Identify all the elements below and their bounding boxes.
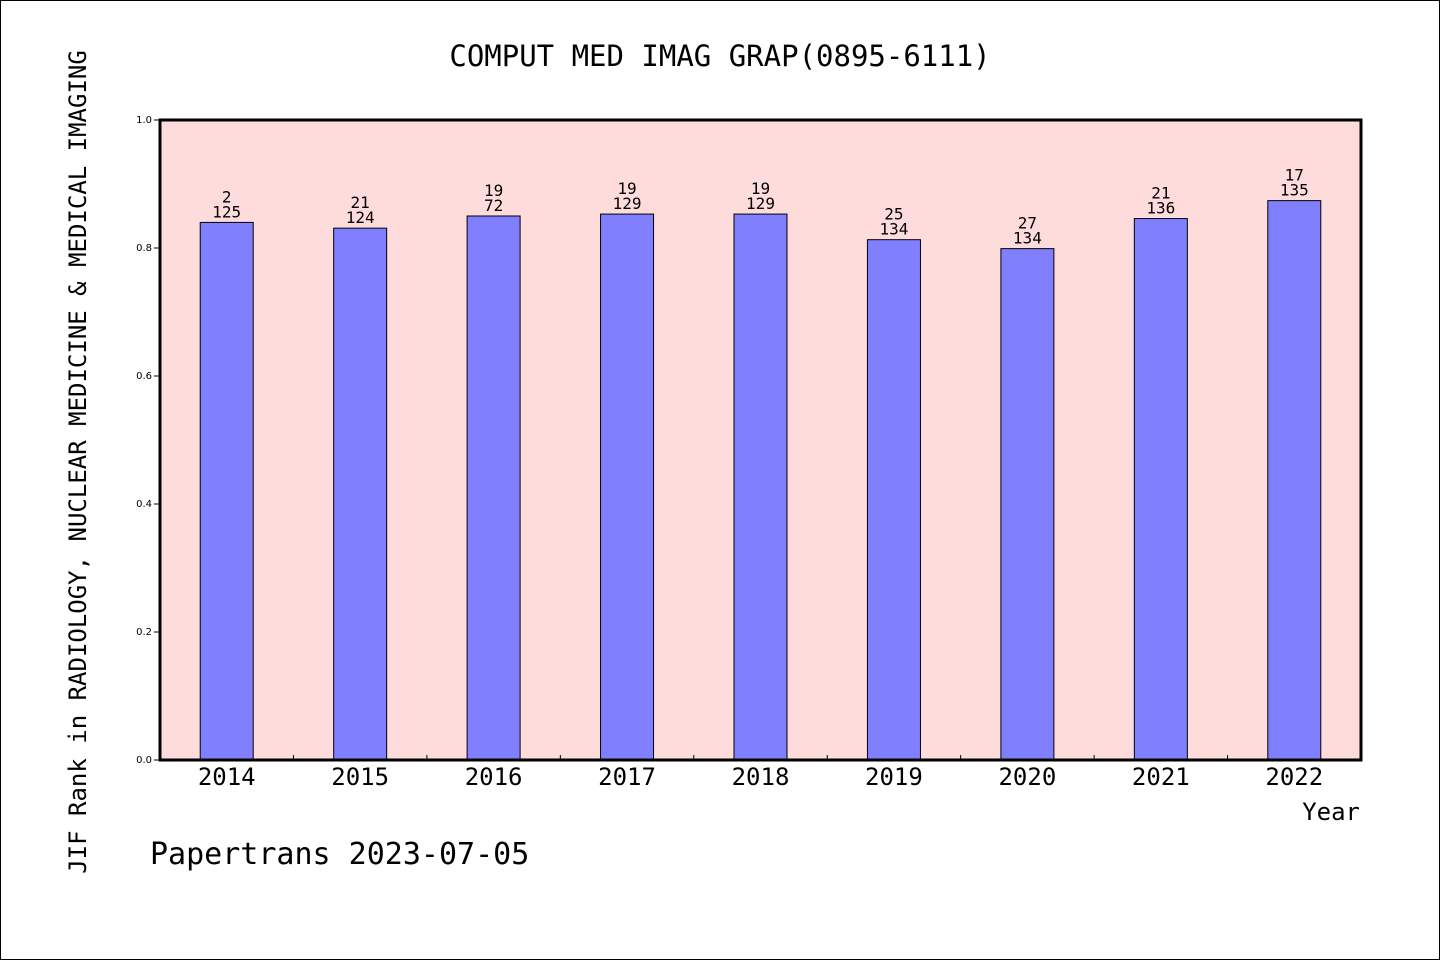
- bar-2020: [1000, 248, 1055, 761]
- bar-rank-label: 19: [484, 181, 503, 200]
- y-tick-label: 0.2: [136, 627, 152, 638]
- bar-total-label: 134: [879, 220, 908, 239]
- bar-2022: [1267, 200, 1322, 761]
- y-tick-label: 0.8: [136, 243, 152, 254]
- bar-rank-label: 21: [1151, 184, 1170, 203]
- bar-2021: [1133, 218, 1188, 761]
- x-tick-label: 2020: [998, 763, 1056, 791]
- y-tick-label: 1.0: [136, 115, 152, 126]
- bar-rank-label: 27: [1018, 214, 1037, 233]
- plot-border: [158, 118, 1363, 762]
- bar-2015: [333, 227, 388, 761]
- x-tick-label: 2015: [331, 763, 389, 791]
- x-axis-label: Year: [1302, 798, 1360, 826]
- bar-total-label: 135: [1280, 181, 1309, 200]
- bar-series: [199, 200, 1322, 761]
- x-tick-label: 2018: [732, 763, 790, 791]
- chart-title: COMPUT MED IMAG GRAP(0895-6111): [449, 39, 990, 73]
- bar-2014: [199, 221, 254, 761]
- y-tick-label: 0.6: [136, 371, 152, 382]
- y-axis-ticks: 0.0 0.2 0.4 0.6 0.8 1.0: [136, 115, 160, 766]
- x-tick-label: 2022: [1265, 763, 1323, 791]
- bar-total-label: 124: [346, 208, 375, 227]
- bar-rank-label: 25: [884, 205, 903, 224]
- bar-2017: [600, 213, 655, 761]
- bar-rank-label: 2: [222, 187, 232, 206]
- x-tick-label: 2017: [598, 763, 656, 791]
- y-tick-label: 0.4: [136, 499, 152, 510]
- bar-data-labels: 2014212520152112420161972201719129201819…: [198, 166, 1323, 791]
- bar-total-label: 134: [1013, 229, 1042, 248]
- bar-rank-label: 19: [751, 179, 770, 198]
- bar-total-label: 125: [212, 202, 241, 221]
- bar-total-label: 72: [484, 196, 503, 215]
- bar-rank-label: 17: [1285, 166, 1304, 185]
- bar-total-label: 129: [613, 194, 642, 213]
- x-tick-label: 2014: [198, 763, 256, 791]
- x-tick-label: 2019: [865, 763, 923, 791]
- bar-total-label: 129: [746, 194, 775, 213]
- y-tick-label: 0.0: [136, 755, 152, 766]
- bar-2016: [466, 215, 521, 761]
- bar-rank-label: 21: [351, 193, 370, 212]
- y-axis-label: JIF Rank in RADIOLOGY, NUCLEAR MEDICINE …: [64, 50, 92, 874]
- footer-credit: Papertrans 2023-07-05: [150, 837, 529, 872]
- bar-rank-label: 19: [617, 179, 636, 198]
- bar-2019: [866, 239, 921, 761]
- bar-total-label: 136: [1146, 199, 1175, 218]
- x-tick-label: 2016: [465, 763, 523, 791]
- x-tick-label: 2021: [1132, 763, 1190, 791]
- bar-2018: [733, 213, 788, 761]
